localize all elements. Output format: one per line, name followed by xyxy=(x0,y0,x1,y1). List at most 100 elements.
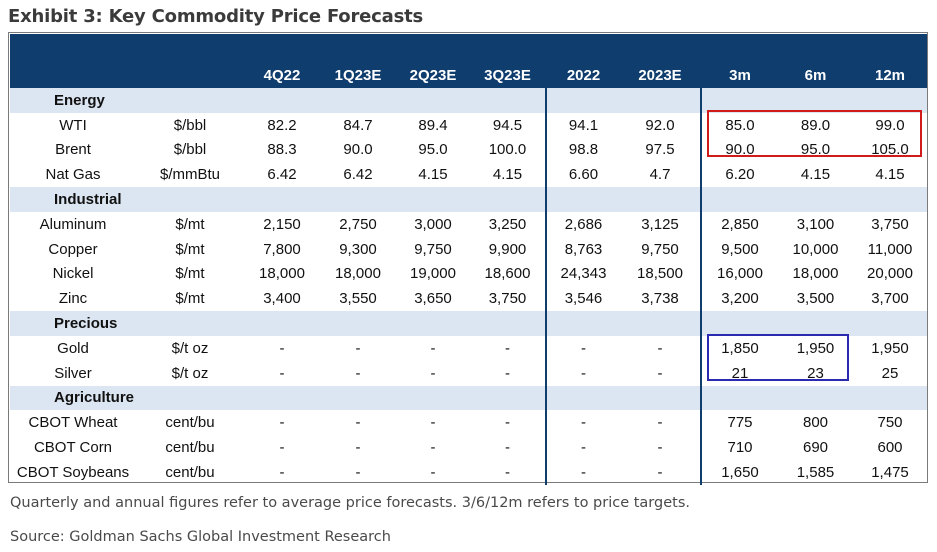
table-row: CBOT Corn cent/bu - - - - - - 710 690 600 xyxy=(10,435,927,460)
section-row: Energy xyxy=(10,88,927,113)
value-cell: - xyxy=(430,339,436,357)
energy-targets-highlight-box xyxy=(707,110,922,157)
value-cell: 98.8 xyxy=(545,137,620,163)
table-row: Nat Gas $/mmBtu 6.42 6.42 4.15 4.15 6.60 4.7 6.2… xyxy=(10,162,927,188)
commodity-name: WTI xyxy=(59,116,87,134)
value-cell: - xyxy=(355,439,361,457)
commodity-name: Zinc xyxy=(58,290,88,308)
column-header: 12m xyxy=(853,34,927,88)
value-cell: 600 xyxy=(877,439,903,457)
value-cell: - xyxy=(279,414,285,432)
value-cell: - xyxy=(657,463,663,481)
unit-cell: $/t oz xyxy=(171,364,209,382)
column-header: 1Q23E xyxy=(320,34,396,88)
value-cell: - xyxy=(430,364,436,382)
value-cell: 18,600 xyxy=(484,265,531,283)
value-cell: 18,000 xyxy=(792,265,839,283)
value-cell: 800 xyxy=(802,414,829,432)
commodity-name: CBOT Corn xyxy=(33,439,113,457)
precious-targets-highlight-box xyxy=(707,334,849,381)
value-cell: 4.15 xyxy=(800,166,831,184)
value-cell: 89.0 xyxy=(800,116,831,134)
value-cell: - xyxy=(279,463,285,481)
table-frame xyxy=(8,32,928,483)
section-spacer xyxy=(545,385,701,411)
value-cell: 2,750 xyxy=(339,215,377,233)
unit-cell: $/mt xyxy=(175,240,205,258)
commodity-name: Copper xyxy=(48,240,98,258)
value-cell: 4.7 xyxy=(649,166,671,184)
table-row: Copper $/mt 7,800 9,300 9,750 9,900 8,763 9,750… xyxy=(10,236,927,262)
value-cell: 25 xyxy=(881,364,899,382)
value-cell: 100.0 xyxy=(488,141,527,159)
table-row: Nickel $/mt 18,000 18,000 19,000 18,600 24,343… xyxy=(10,261,927,287)
value-cell: 1,950 xyxy=(871,339,909,357)
value-cell: 9,300 xyxy=(339,240,377,258)
value-cell: 95.0 xyxy=(418,141,448,159)
value-cell: 9,900 xyxy=(488,240,527,258)
section-name: Agriculture xyxy=(10,385,546,411)
value-cell: - xyxy=(279,339,285,357)
value-cell: 18,500 xyxy=(637,265,683,283)
value-cell: 99.0 xyxy=(875,116,905,134)
value-cell: 90.0 xyxy=(700,137,778,163)
value-cell: - xyxy=(430,414,436,432)
value-cell: 94.5 xyxy=(492,116,523,134)
column-header: 6m xyxy=(778,34,853,88)
column-header: 2023E xyxy=(620,34,701,88)
column-header: 2Q23E xyxy=(396,34,470,88)
value-cell: 90.0 xyxy=(343,141,373,159)
value-cell: - xyxy=(505,364,510,382)
value-cell: 1,650 xyxy=(700,459,778,485)
header-row: 4Q22 1Q23E 2Q23E 3Q23E 2022 2023E 3m 6m 12m xyxy=(10,34,927,88)
value-cell: 2,850 xyxy=(700,211,778,237)
value-cell: 1,475 xyxy=(871,463,909,481)
value-cell: - xyxy=(430,463,436,481)
value-cell: 3,200 xyxy=(700,286,778,312)
value-cell: - xyxy=(545,435,620,460)
value-cell: - xyxy=(355,339,361,357)
unit-cell: cent/bu xyxy=(165,463,215,481)
value-cell: 3,738 xyxy=(641,290,679,308)
value-cell: 85.0 xyxy=(700,112,778,138)
section-spacer xyxy=(545,187,701,212)
value-cell: 92.0 xyxy=(645,116,675,134)
value-cell: - xyxy=(505,463,510,481)
unit-cell: cent/bu xyxy=(165,414,215,432)
value-cell: 4.15 xyxy=(492,166,523,184)
value-cell: - xyxy=(657,339,663,357)
value-cell: 7,800 xyxy=(263,240,301,258)
table-row: Zinc $/mt 3,400 3,550 3,650 3,750 3,546 3,738 3,… xyxy=(10,286,927,312)
section-row: Precious xyxy=(10,311,927,336)
value-cell: 6.20 xyxy=(700,162,778,188)
value-cell: 3,125 xyxy=(641,215,679,233)
table-row: CBOT Wheat cent/bu - - - - - - 775 800 750 xyxy=(10,410,927,436)
table-row: WTI $/bbl 82.2 84.7 89.4 94.5 94.1 92.0 85.0 89.0… xyxy=(10,112,927,138)
value-cell: - xyxy=(505,339,510,357)
value-cell: - xyxy=(657,364,663,382)
value-cell: 3,550 xyxy=(339,290,377,308)
value-cell: - xyxy=(657,439,663,457)
value-cell: - xyxy=(430,439,436,457)
value-cell: 710 xyxy=(700,435,778,460)
commodity-name: CBOT Soybeans xyxy=(16,463,130,481)
unit-cell: cent/bu xyxy=(165,439,215,457)
exhibit-title: Exhibit 3: Key Commodity Price Forecasts xyxy=(8,6,424,27)
commodity-name: CBOT Wheat xyxy=(28,414,118,432)
value-cell: - xyxy=(505,414,510,432)
value-cell: 21 xyxy=(700,360,778,386)
value-cell: 105.0 xyxy=(871,141,909,159)
value-cell: 19,000 xyxy=(410,265,456,283)
column-header: 3Q23E xyxy=(470,34,546,88)
value-cell: 88.3 xyxy=(267,141,297,159)
section-spacer xyxy=(545,311,701,336)
value-cell: 750 xyxy=(877,414,903,432)
value-cell: 3,250 xyxy=(488,215,527,233)
value-cell: 6.60 xyxy=(545,162,620,188)
table-row: Aluminum $/mt 2,150 2,750 3,000 3,250 2,686 3,1… xyxy=(10,211,927,237)
value-cell: 690 xyxy=(802,439,829,457)
value-cell: 6.42 xyxy=(343,166,373,184)
column-header: 4Q22 xyxy=(244,34,320,88)
value-cell: - xyxy=(545,410,620,436)
unit-cell: $/mmBtu xyxy=(159,166,220,184)
